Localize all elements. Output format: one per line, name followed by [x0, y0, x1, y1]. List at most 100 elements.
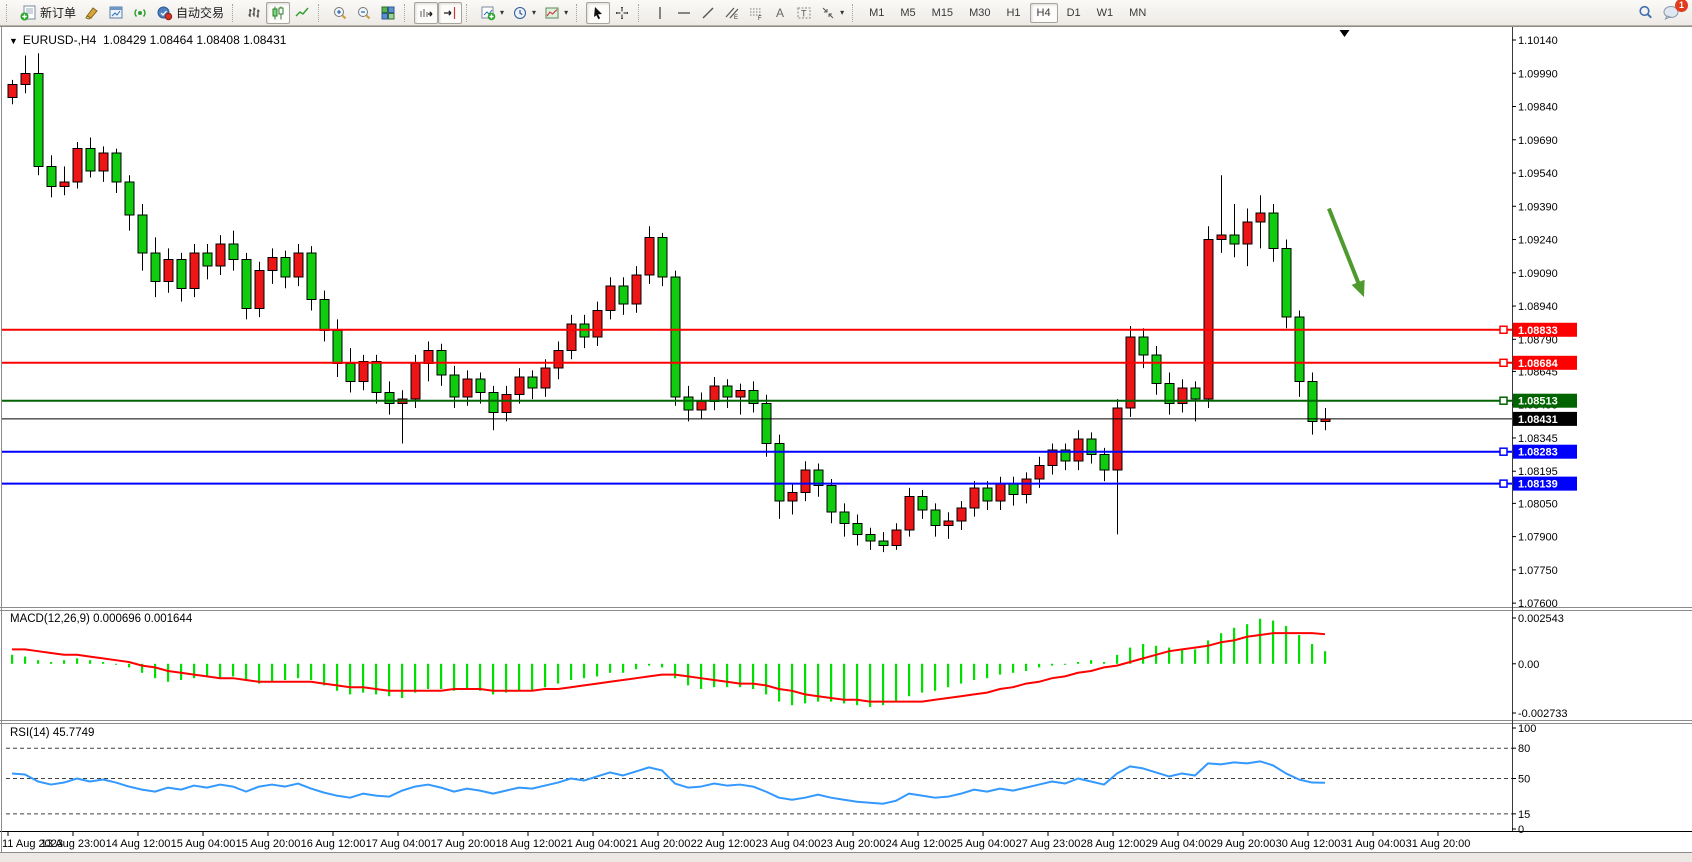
chart-title-ohlc: 1.08429 1.08464 1.08408 1.08431 — [102, 33, 287, 47]
candlestick — [1229, 234, 1240, 245]
horizontal-line-tool-button[interactable] — [672, 2, 696, 24]
text-tool-button[interactable]: A — [768, 2, 792, 24]
price-tick-label: 1.08345 — [1518, 433, 1558, 445]
time-axis[interactable] — [7, 831, 1439, 836]
chart-shift-button[interactable] — [438, 1, 463, 24]
toolbar-grip — [466, 3, 472, 22]
candlestick — [787, 491, 798, 502]
macd-histogram-bar — [765, 663, 768, 695]
line-anchor-square[interactable] — [1499, 358, 1508, 368]
candlestick — [1060, 449, 1071, 462]
fibonacci-tool-button[interactable]: F — [744, 2, 768, 24]
timeframe-button-m5[interactable]: M5 — [893, 3, 922, 23]
signals-button[interactable] — [128, 2, 152, 24]
search-button[interactable] — [1633, 2, 1658, 24]
candlestick — [254, 270, 265, 309]
price-tick-label: 1.08940 — [1518, 301, 1558, 313]
time-tick-label: 31 Aug 04:00 — [1341, 838, 1406, 850]
timeframe-button-d1[interactable]: D1 — [1060, 3, 1088, 23]
timeframe-button-h4[interactable]: H4 — [1029, 2, 1058, 23]
templates-dropdown-button[interactable]: ▾ — [540, 2, 572, 24]
tile-windows-button[interactable] — [376, 2, 400, 24]
auto-scroll-button[interactable] — [414, 1, 439, 24]
time-tick-label: 29 Aug 04:00 — [1146, 838, 1211, 850]
zoom-in-button[interactable] — [328, 2, 352, 24]
macd-histogram-bar — [37, 660, 40, 664]
periods-dropdown-button[interactable]: ▾ — [508, 2, 540, 24]
timeframe-button-m15[interactable]: M15 — [925, 3, 960, 23]
candlestick — [280, 256, 291, 278]
tile-windows-icon — [381, 6, 395, 19]
time-tick-label: 17 Aug 20:00 — [431, 838, 496, 850]
chart-window-button[interactable] — [104, 2, 128, 24]
candlestick — [553, 349, 564, 369]
toolbar-grip — [852, 3, 858, 22]
candlestick — [800, 469, 811, 493]
macd-histogram-bar — [622, 663, 625, 673]
candlestick — [852, 522, 863, 535]
timeframe-button-m30[interactable]: M30 — [962, 3, 997, 23]
macd-histogram-bar — [674, 663, 677, 679]
macd-histogram-bar — [24, 656, 27, 664]
chart-canvas[interactable]: 1.10140 1.09990 1.09840 1.09690 1.09540 1.093… — [0, 27, 1692, 857]
macd-histogram-bar — [869, 663, 872, 708]
candlestick — [1255, 212, 1266, 223]
candlestick — [592, 309, 603, 338]
indicators-dropdown-button[interactable]: ▾ — [476, 2, 508, 24]
candlestick — [735, 389, 746, 398]
macd-histogram-bar — [895, 663, 898, 702]
line-anchor-square[interactable] — [1499, 447, 1508, 456]
candlestick — [1021, 478, 1032, 495]
line-anchor-square[interactable] — [1499, 479, 1508, 488]
svg-text:E: E — [734, 15, 738, 21]
cursor-button[interactable] — [586, 1, 611, 24]
arrows-dropdown-button[interactable]: ▾ — [816, 2, 848, 24]
macd-histogram-bar — [986, 663, 989, 679]
macd-histogram-bar — [1181, 649, 1184, 664]
chevron-down-icon: ▾ — [500, 8, 505, 17]
time-tick-label: 14 Aug 12:00 — [106, 838, 171, 850]
time-tick-label: 21 Aug 20:00 — [626, 838, 691, 850]
macd-histogram-bar — [466, 663, 469, 689]
time-tick-label: 25 Aug 04:00 — [951, 838, 1016, 850]
notifications-button[interactable]: 1 — [1658, 0, 1688, 24]
macd-histogram-bar — [1025, 663, 1028, 671]
time-tick-label: 16 Aug 12:00 — [301, 838, 366, 850]
line-chart-button[interactable] — [290, 2, 314, 24]
line-anchor-square[interactable] — [1499, 325, 1508, 335]
candlestick-chart-icon — [272, 6, 284, 19]
macd-histogram-bar — [1285, 625, 1288, 664]
candlestick-chart-button[interactable] — [266, 1, 291, 24]
candlestick — [1034, 465, 1045, 480]
macd-signal-line — [12, 632, 1326, 703]
candlestick — [1177, 387, 1188, 405]
macd-histogram-bar — [388, 663, 391, 697]
arrow-annotation-head[interactable] — [1351, 279, 1365, 298]
bar-chart-button[interactable] — [242, 2, 266, 24]
candlestick — [358, 360, 369, 382]
macd-histogram-bar — [908, 663, 911, 697]
line-anchor-square[interactable] — [1499, 396, 1508, 405]
auto-trading-button[interactable]: 自动交易 — [152, 2, 228, 24]
timeframe-button-m1[interactable]: M1 — [862, 3, 891, 23]
timeframe-button-mn[interactable]: MN — [1122, 3, 1153, 23]
zoom-out-button[interactable] — [352, 2, 376, 24]
vertical-line-tool-button[interactable] — [648, 2, 672, 24]
candlestick — [683, 396, 694, 411]
macd-histogram-bar — [1077, 661, 1080, 664]
arrow-annotation-shaft[interactable] — [1327, 207, 1362, 287]
crosshair-button[interactable] — [610, 2, 634, 24]
macd-layer — [11, 618, 1327, 708]
timeframe-button-h1[interactable]: H1 — [999, 3, 1027, 23]
rsi-tick-label: 80 — [1518, 743, 1530, 755]
text-label-tool-button[interactable]: T — [792, 2, 816, 24]
equidistant-channel-tool-button[interactable]: E — [720, 2, 744, 24]
new-order-button[interactable]: 新订单 — [16, 2, 80, 24]
new-order-label: 新订单 — [40, 6, 77, 20]
styler-button[interactable] — [80, 2, 104, 24]
timeframe-button-w1[interactable]: W1 — [1090, 3, 1121, 23]
trendline-tool-button[interactable] — [696, 2, 720, 24]
time-tick-label: 17 Aug 04:00 — [366, 838, 431, 850]
collapse-triangle-icon[interactable]: ▼ — [9, 36, 18, 46]
candlestick — [176, 258, 187, 289]
